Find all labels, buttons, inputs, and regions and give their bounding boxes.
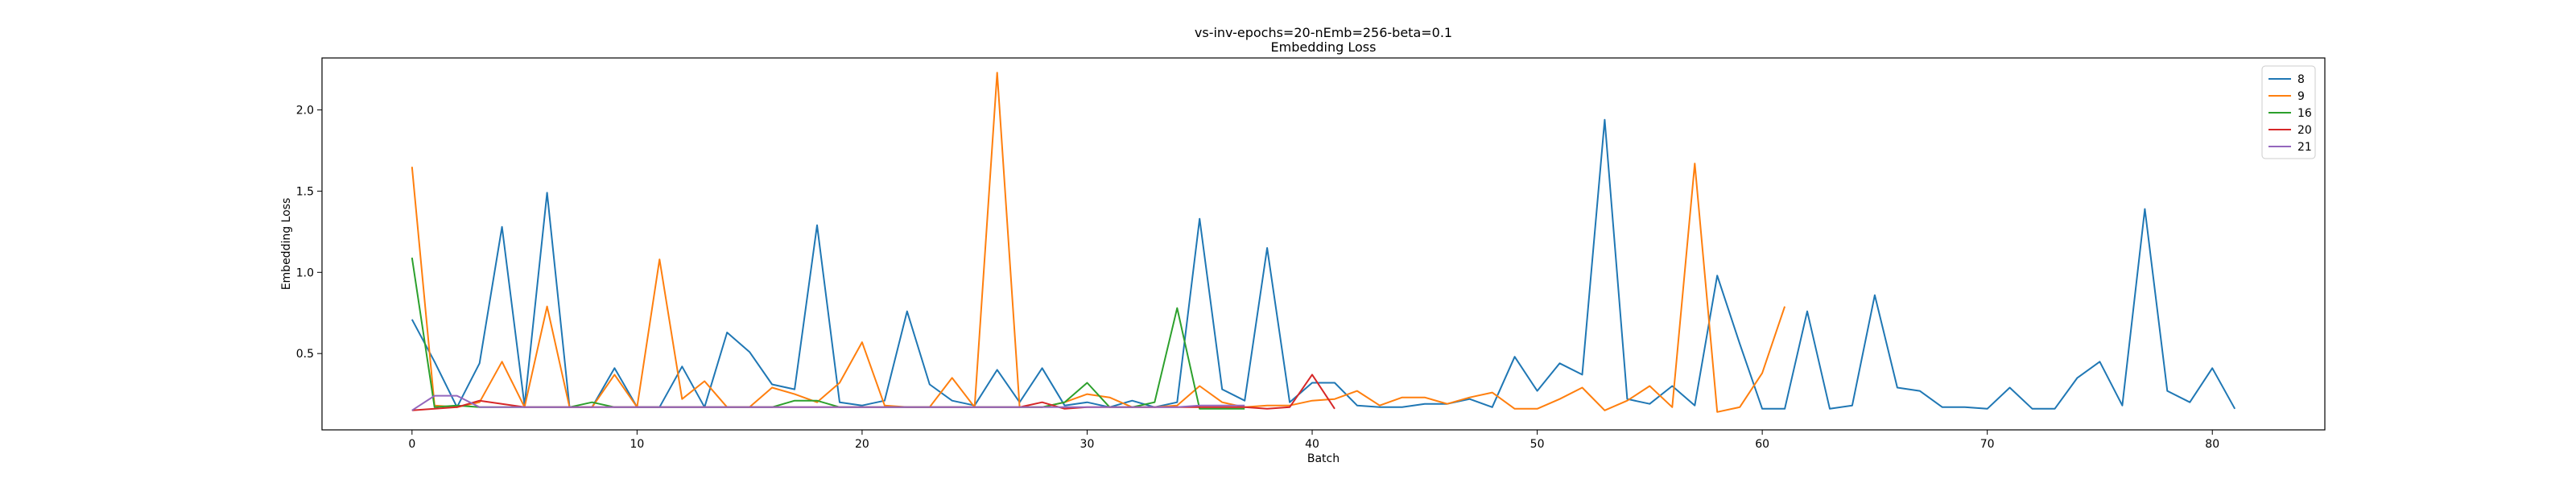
legend-label-16: 16 [2297, 107, 2312, 120]
y-axis-label: Embedding Loss [280, 198, 293, 291]
legend-label-9: 9 [2297, 90, 2305, 103]
x-tick-label: 10 [630, 438, 644, 451]
chart-title: vs-inv-epochs=20-nEmb=256-beta=0.1 [1195, 25, 1452, 40]
y-tick-label: 1.0 [296, 266, 314, 279]
y-tick-label: 0.5 [296, 348, 314, 361]
x-tick-label: 60 [1755, 438, 1769, 451]
x-tick-label: 20 [855, 438, 869, 451]
legend-label-21: 21 [2297, 141, 2312, 154]
series-line-8 [411, 118, 2236, 410]
x-tick-label: 30 [1080, 438, 1095, 451]
series-layer [411, 72, 2236, 413]
plot-frame [321, 57, 2326, 431]
x-tick-label: 80 [2205, 438, 2219, 451]
x-tick-label: 40 [1305, 438, 1319, 451]
y-tick-label: 2.0 [296, 105, 314, 118]
legend-label-8: 8 [2297, 73, 2305, 86]
legend: 8 9 16 20 21 [2261, 65, 2316, 159]
x-axis-label: Batch [1307, 452, 1340, 465]
series-line-21 [411, 394, 1245, 411]
plot-area [322, 58, 2325, 430]
x-tick-label: 70 [1980, 438, 1995, 451]
x-tick-label: 0 [408, 438, 415, 451]
chart-subtitle: Embedding Loss [1271, 39, 1377, 55]
legend-label-20: 20 [2297, 124, 2312, 137]
y-tick-label: 1.5 [296, 185, 314, 198]
x-axis: 0 10 20 30 40 50 60 70 80 [408, 430, 2219, 451]
x-tick-label: 50 [1530, 438, 1545, 451]
y-axis: 0.5 1.0 1.5 2.0 [296, 105, 322, 361]
